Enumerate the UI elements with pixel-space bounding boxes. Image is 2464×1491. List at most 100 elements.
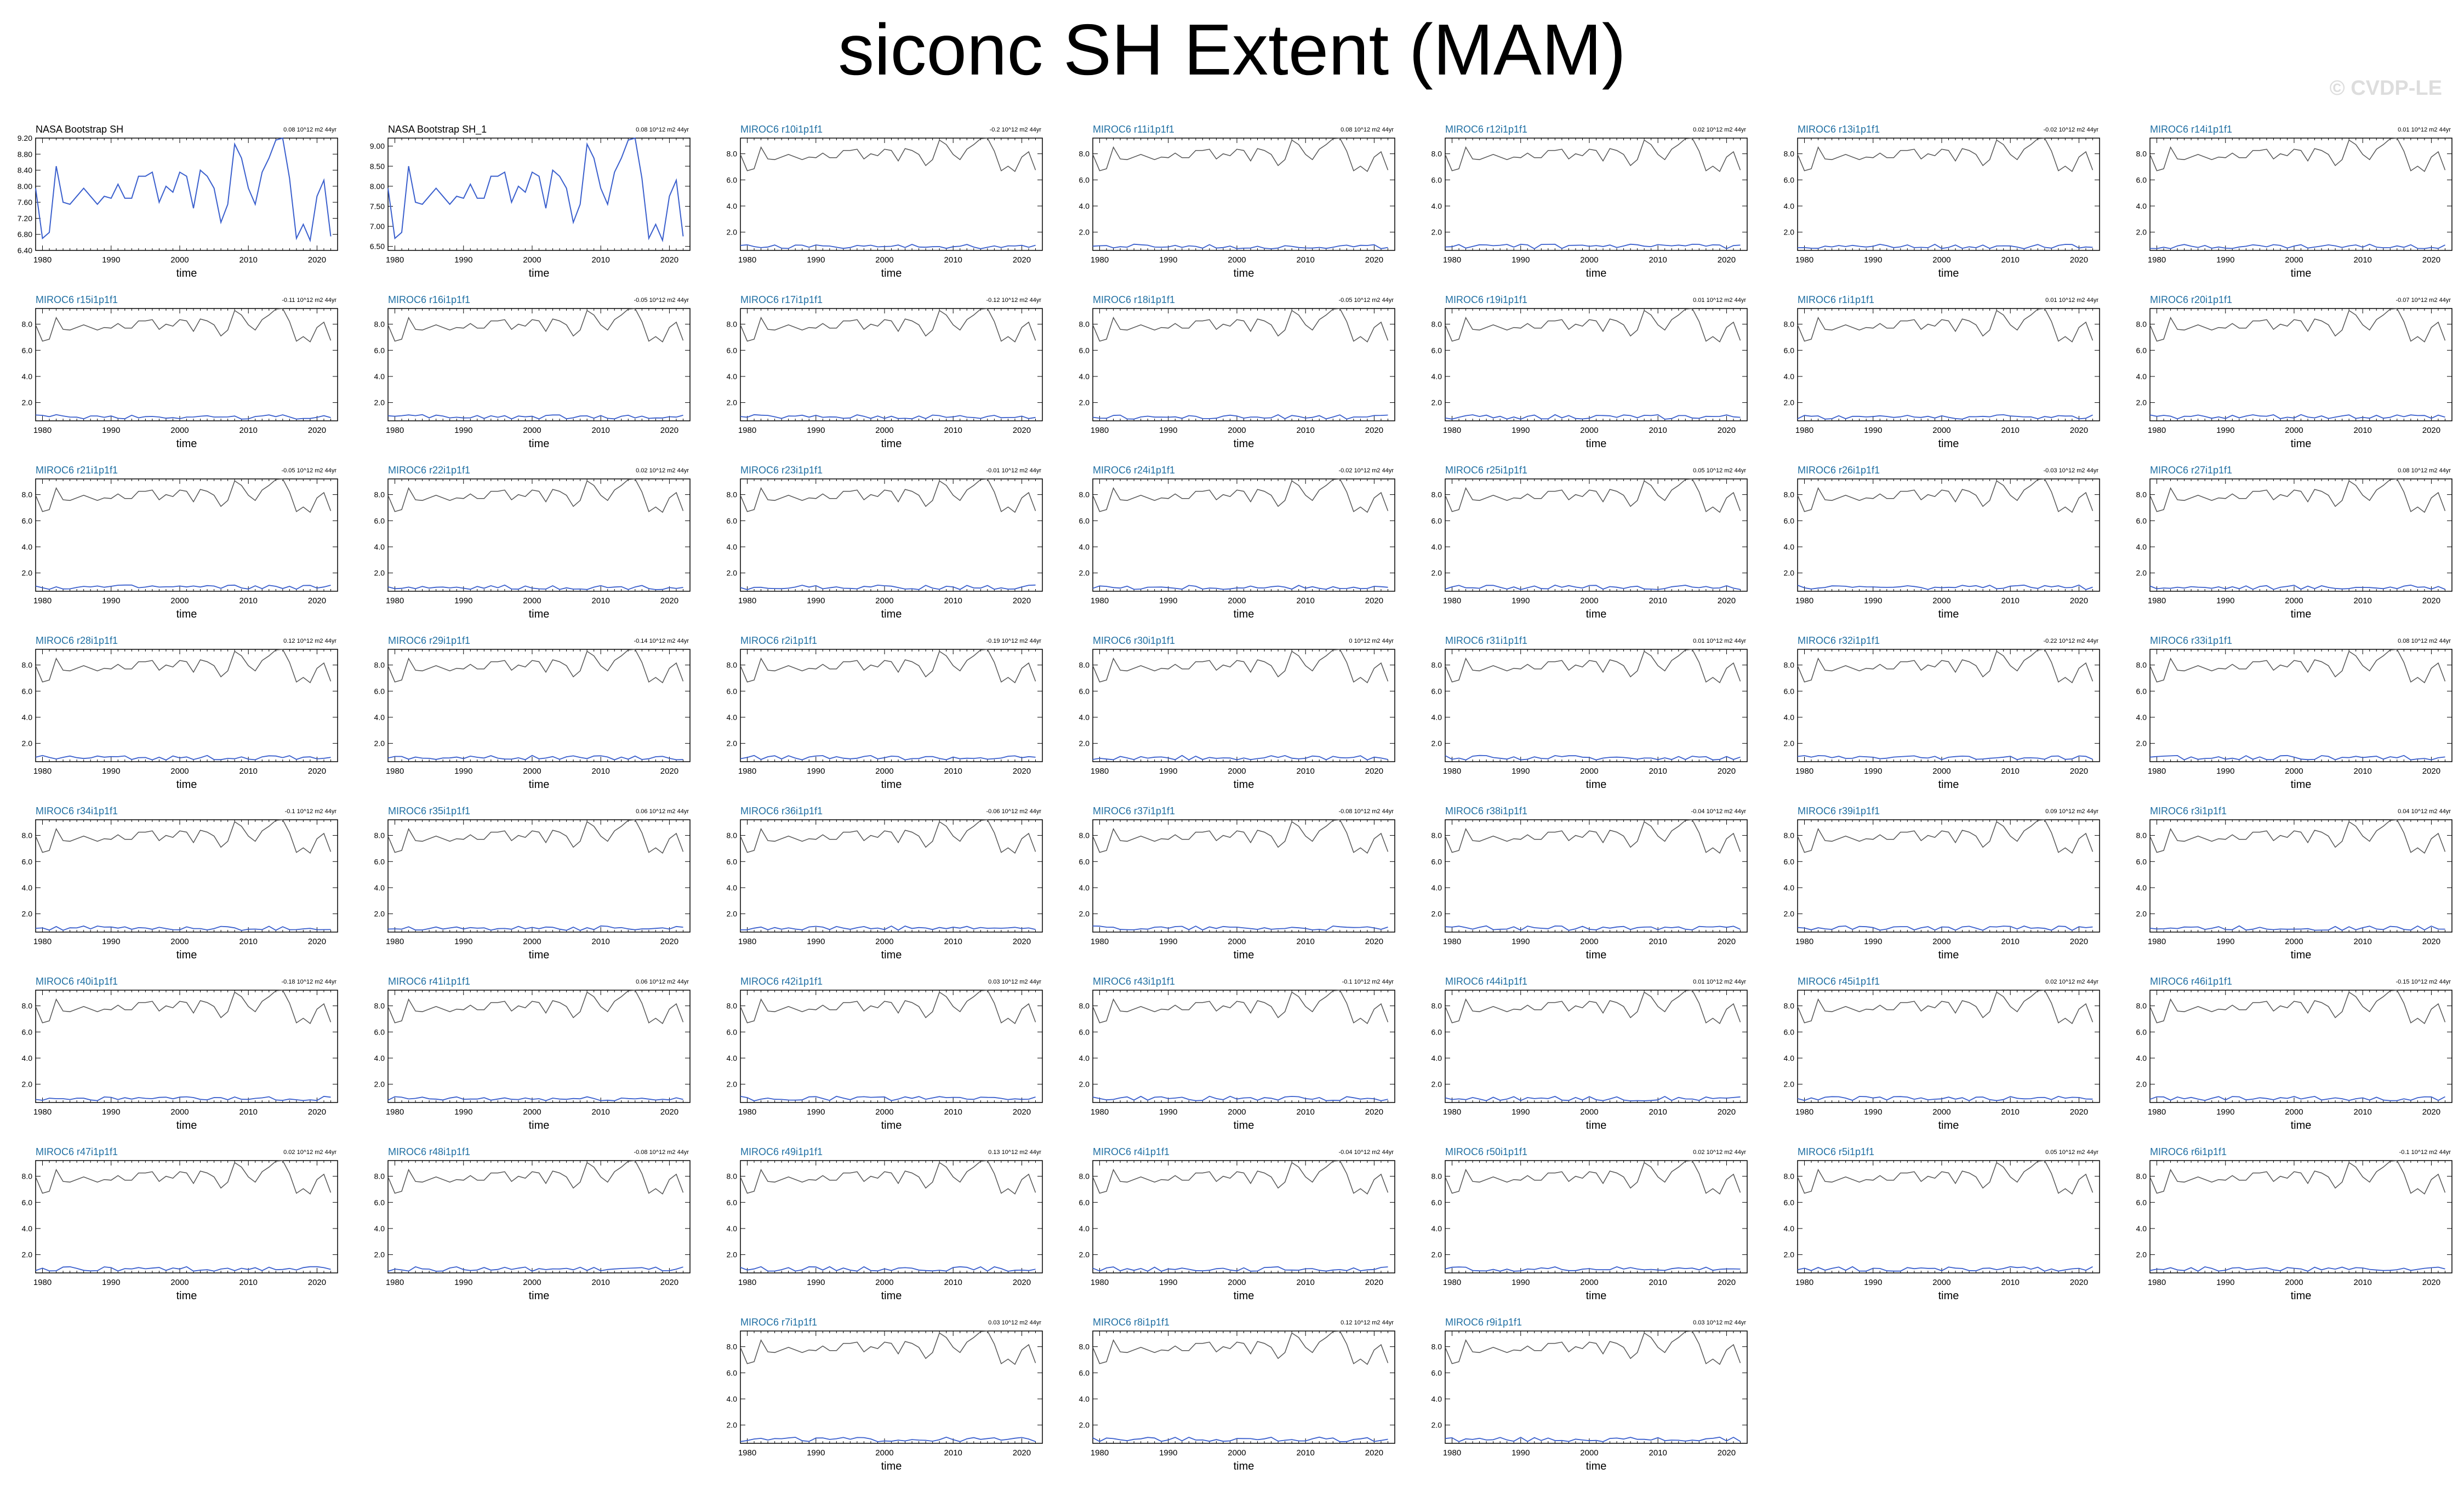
x-tick-label: 1990 — [1512, 767, 1530, 776]
obs-reference-line — [2149, 308, 2446, 342]
chart-panel: MIROC6 r46i1p1f1 -0.15 10^12 m2 44yr 1980 1… — [2119, 968, 2452, 1132]
x-tick-label: 2000 — [1932, 596, 1950, 605]
x-tick-label: 1980 — [1091, 255, 1109, 265]
y-tick-label: 2.0 — [727, 569, 738, 578]
x-tick-label: 1980 — [738, 937, 756, 946]
x-tick-label: 2020 — [2422, 596, 2440, 605]
panel-title: MIROC6 r43i1p1f1 — [1093, 976, 1175, 987]
y-tick-label: 6.0 — [1784, 175, 1795, 184]
y-tick-label: 6.0 — [1431, 857, 1442, 866]
x-tick-label: 2020 — [2070, 255, 2088, 265]
x-tick-label: 2020 — [1718, 596, 1736, 605]
member-series-line — [1445, 243, 1741, 250]
panel-title: MIROC6 r2i1p1f1 — [740, 635, 817, 646]
y-tick-label: 6.0 — [2136, 516, 2147, 525]
x-axis-title: time — [881, 1119, 902, 1132]
y-tick-label: 6.0 — [1784, 857, 1795, 866]
panel-svg: MIROC6 r28i1p1f1 0.12 10^12 m2 44yr 1980 19… — [22, 635, 338, 791]
x-tick-label: 2010 — [592, 255, 610, 265]
x-tick-label: 2020 — [1013, 426, 1031, 435]
y-tick-label: 2.0 — [1431, 739, 1442, 748]
y-tick-label: 2.0 — [22, 398, 33, 407]
x-tick-label: 1980 — [1795, 937, 1813, 946]
member-series-line — [2149, 755, 2445, 761]
x-tick-label: 2000 — [1228, 596, 1246, 605]
panel-title: MIROC6 r19i1p1f1 — [1445, 294, 1527, 305]
obs-reference-line — [740, 478, 1036, 513]
y-tick-label: 4.0 — [374, 542, 385, 551]
member-series-line — [1092, 585, 1388, 590]
x-axis-title: time — [176, 779, 197, 791]
x-tick-label: 2000 — [170, 767, 189, 776]
plot-frame — [1445, 138, 1748, 251]
member-series-line — [1797, 1095, 2093, 1101]
x-tick-label: 2020 — [308, 255, 326, 265]
y-tick-label: 8.0 — [2136, 661, 2147, 670]
panel-title: MIROC6 r44i1p1f1 — [1445, 976, 1527, 987]
x-tick-label: 2010 — [2001, 596, 2020, 605]
panel-trend: 0.06 10^12 m2 44yr — [636, 979, 689, 985]
member-series-line — [2149, 1095, 2445, 1101]
x-tick-label: 2010 — [1649, 937, 1667, 946]
plot-frame — [740, 308, 1043, 421]
y-tick-label: 4.0 — [22, 883, 33, 892]
x-tick-label: 1980 — [33, 426, 52, 435]
y-tick-label: 8.0 — [374, 490, 385, 499]
y-tick-label: 8.0 — [1784, 1002, 1795, 1010]
x-tick-label: 1990 — [1512, 937, 1530, 946]
x-tick-label: 1990 — [454, 255, 472, 265]
y-tick-label: 2.0 — [2136, 1080, 2147, 1089]
obs-reference-line — [1797, 649, 2094, 683]
y-tick-label: 4.0 — [1431, 1054, 1442, 1062]
obs-reference-line — [1797, 478, 2094, 513]
panel-title: MIROC6 r39i1p1f1 — [1798, 806, 1880, 816]
panel-trend: -0.1 10^12 m2 44yr — [285, 808, 337, 815]
x-tick-label: 2000 — [1932, 426, 1950, 435]
x-axis-title: time — [529, 779, 550, 791]
y-tick-label: 4.0 — [22, 372, 33, 381]
panel-title: MIROC6 r25i1p1f1 — [1445, 465, 1527, 476]
y-tick-label: 2.0 — [374, 910, 385, 918]
obs-reference-line — [35, 649, 332, 683]
y-tick-label: 2.0 — [1079, 739, 1090, 748]
chart-panel: MIROC6 r31i1p1f1 0.01 10^12 m2 44yr 1980 19… — [1414, 627, 1748, 791]
x-tick-label: 2010 — [1297, 426, 1315, 435]
chart-panel: MIROC6 r30i1p1f1 0 10^12 m2 44yr 1980 1990 2… — [1062, 627, 1395, 791]
y-tick-label: 8.0 — [1079, 320, 1090, 329]
x-tick-label: 2010 — [239, 767, 258, 776]
y-tick-label: 2.0 — [1079, 910, 1090, 918]
x-tick-label: 2000 — [1580, 1107, 1598, 1117]
obs-reference-line — [2149, 649, 2446, 683]
panel-svg: MIROC6 r37i1p1f1 -0.08 10^12 m2 44yr 1980 1… — [1079, 806, 1395, 961]
x-tick-label: 2020 — [1718, 255, 1736, 265]
x-tick-label: 1990 — [1864, 596, 1882, 605]
y-tick-label: 2.0 — [2136, 228, 2147, 237]
plot-frame — [387, 478, 691, 592]
obs-reference-line — [387, 478, 684, 513]
y-tick-label: 4.0 — [22, 713, 33, 722]
x-tick-label: 1990 — [1864, 767, 1882, 776]
y-tick-label: 6.0 — [22, 687, 33, 695]
x-axis-title: time — [2291, 267, 2312, 279]
obs-reference-line — [2149, 138, 2446, 172]
chart-panel: MIROC6 r35i1p1f1 0.06 10^12 m2 44yr 1980 19… — [357, 798, 691, 961]
x-tick-label: 1980 — [1795, 426, 1813, 435]
member-series-line — [1797, 755, 2093, 761]
x-tick-label: 2000 — [170, 1107, 189, 1117]
x-tick-label: 2020 — [660, 767, 678, 776]
x-axis-title: time — [1234, 1119, 1254, 1132]
x-tick-label: 1980 — [386, 426, 404, 435]
x-tick-label: 2020 — [1013, 767, 1031, 776]
x-tick-label: 2010 — [944, 1107, 962, 1117]
member-series-line — [35, 926, 331, 931]
x-axis-title: time — [881, 438, 902, 450]
y-tick-label: 2.0 — [727, 739, 738, 748]
y-tick-label: 8.0 — [727, 1002, 738, 1010]
panel-trend: -0.2 10^12 m2 44yr — [990, 127, 1042, 133]
member-series-line — [740, 244, 1036, 249]
x-tick-label: 2000 — [170, 255, 189, 265]
x-tick-label: 2020 — [308, 1278, 326, 1287]
obs-reference-line — [1797, 308, 2094, 342]
panel-title: MIROC6 r42i1p1f1 — [740, 976, 823, 987]
x-tick-label: 2010 — [1649, 767, 1667, 776]
